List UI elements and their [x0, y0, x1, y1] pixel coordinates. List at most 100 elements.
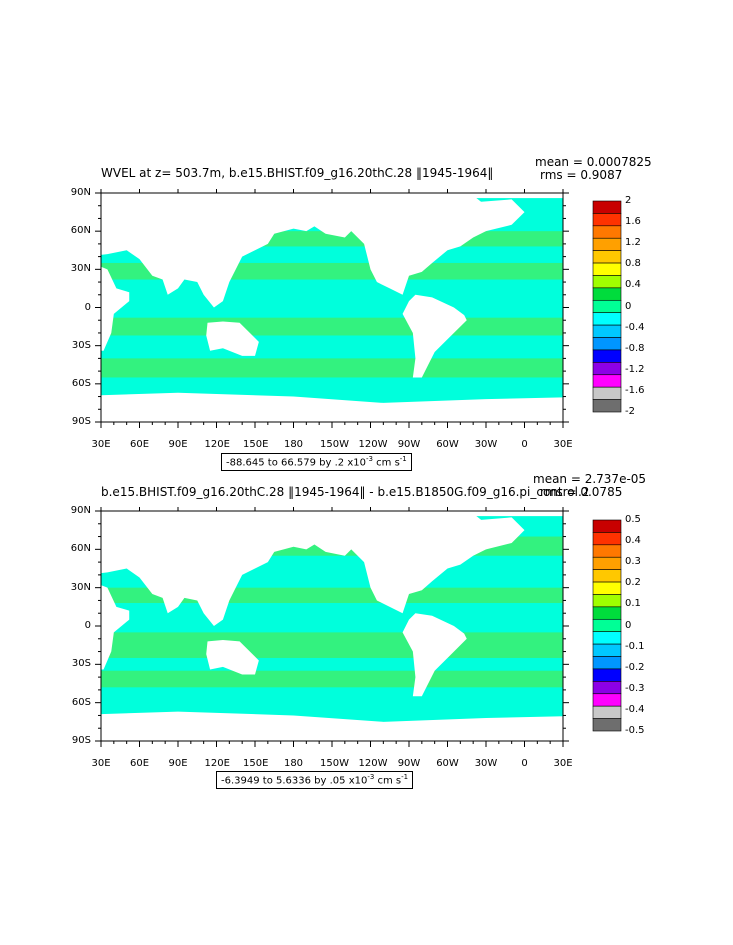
panel1-frame — [100, 192, 564, 423]
panel2-band-0 — [101, 536, 563, 556]
panel1-colorbar-label-9: -1.6 — [625, 384, 645, 396]
panel1-rms: rms = 0.9087 — [540, 168, 623, 182]
panel1-xtick-label-0: 30E — [91, 439, 111, 450]
panel1-colorbar-label-6: -0.4 — [625, 321, 645, 333]
panel2-xtick-label-10: 30W — [474, 758, 498, 769]
panel2-colorbar-swatch-14 — [592, 693, 622, 707]
panel2-colorbar-swatch-12 — [592, 668, 622, 682]
panel1-range-unit: cm s — [372, 457, 400, 469]
panel1-xtick-label-12: 30E — [553, 439, 573, 450]
panel2-colorbar-swatch-9 — [592, 631, 622, 645]
panel1-colorbar-swatch-16 — [592, 399, 622, 413]
panel2-ytick-label-1: 60N — [70, 543, 91, 555]
panel1-title: WVEL at z= 503.7m, b.e15.BHIST.f09_g16.2… — [101, 166, 494, 180]
panel2-xtick-label-2: 90E — [168, 758, 188, 769]
panel2-colorbar-label-5: 0 — [625, 619, 632, 631]
panel2-range-text: -6.3949 to 5.6336 by .05 x10 — [221, 775, 368, 787]
panel1-band-1 — [101, 262, 563, 280]
panel2-xtick-label-8: 90W — [397, 758, 421, 769]
panel2-colorbar-label-3: 0.2 — [625, 577, 641, 589]
panel1-xtick-label-1: 60E — [129, 439, 150, 450]
panel2-ytick-label-0: 90N — [70, 505, 91, 516]
panel1-colorbar-label-8: -1.2 — [625, 363, 645, 375]
panel1-band-0 — [101, 231, 563, 247]
panel1-colorbar-swatch-9 — [592, 312, 622, 326]
panel1-colorbar-swatch-7 — [592, 287, 622, 301]
panel1-colorbar-label-0: 2 — [625, 195, 632, 206]
panel1-land-6 — [101, 392, 563, 422]
panel1-colorbar-swatch-5 — [592, 262, 622, 276]
panel1-ytick-label-4: 30S — [71, 339, 91, 351]
panel2-xtick-label-9: 60W — [436, 758, 459, 769]
panel1-colorbar-swatch-12 — [592, 349, 622, 363]
panel1-colorbar-swatch-2 — [592, 225, 622, 239]
panel1-land-2 — [206, 321, 259, 356]
panel1-ytick-label-6: 90S — [71, 416, 91, 427]
panel1-xtick-label-11: 0 — [521, 439, 528, 450]
panel1-xtick-label-2: 90E — [168, 439, 188, 450]
panel1-ytick-label-1: 60N — [70, 225, 91, 237]
panel1-colorbar-swatch-1 — [592, 213, 622, 227]
panel2-colorbar-swatch-6 — [592, 594, 622, 608]
panel1-xtick-label-10: 30W — [474, 439, 498, 450]
panel2-colorbar-swatch-7 — [592, 606, 622, 620]
panel2-band-1 — [101, 587, 563, 603]
panel2-colorbar-swatch-11 — [592, 656, 622, 670]
panel2-colorbar-label-1: 0.4 — [625, 535, 641, 547]
panel2-title: b.e15.BHIST.f09_g16.20thC.28 ‖1945-1964‖… — [101, 485, 590, 499]
panel2-xtick-label-4: 150E — [243, 758, 269, 769]
panel1-colorbar-label-1: 1.6 — [625, 216, 641, 228]
panel1-contour-range: -88.645 to 66.579 by .2 x10-3 cm s-1 — [221, 453, 412, 472]
panel2-xtick-label-7: 120W — [358, 758, 388, 769]
panel2-colorbar-label-6: -0.1 — [625, 640, 645, 652]
panel2-colorbar-swatch-3 — [592, 556, 622, 570]
panel2-land-5 — [466, 517, 525, 550]
panel1-land-1 — [101, 195, 332, 308]
panel2-band-2 — [101, 632, 563, 658]
panel2-xtick-label-11: 0 — [521, 758, 528, 769]
panel1-xtick-label-3: 120E — [204, 439, 230, 450]
panel2-land-1 — [101, 513, 332, 626]
panel2-range-unit: cm s — [374, 775, 402, 787]
panel2-xtick-label-6: 150W — [320, 758, 349, 769]
panel2-ytick-label-5: 60S — [71, 696, 91, 708]
panel2-colorbar-swatch-10 — [592, 643, 622, 657]
panel1-colorbar-swatch-3 — [592, 237, 622, 251]
panel2-colorbar-swatch-13 — [592, 681, 622, 695]
panel1-colorbar-swatch-11 — [592, 337, 622, 351]
panel2-colorbar-swatch-2 — [592, 544, 622, 558]
panel1-colorbar-swatch-4 — [592, 250, 622, 264]
panel2-colorbar-label-8: -0.3 — [625, 682, 645, 694]
panel1-xtick-label-7: 120W — [358, 439, 388, 450]
panel2-ytick-label-6: 90S — [71, 735, 91, 746]
panel1-colorbar-swatch-13 — [592, 362, 622, 376]
panel1-range-exp: -3 — [365, 455, 373, 463]
panel2-range-exp: -3 — [367, 773, 375, 781]
panel2-mean: mean = 2.737e-05 — [533, 472, 647, 486]
panel1-colorbar-swatch-15 — [592, 386, 622, 400]
panel1-ytick-label-0: 90N — [70, 187, 91, 198]
panel1-xtick-label-5: 180 — [283, 439, 304, 450]
panel1-field — [101, 195, 563, 422]
panel1-ytick-label-2: 30N — [70, 263, 91, 275]
panel2-colorbar-swatch-15 — [592, 705, 622, 719]
panel1-mean: mean = 0.0007825 — [535, 155, 652, 169]
panel2-ytick-label-3: 0 — [84, 620, 91, 631]
panel2-colorbar-label-10: -0.5 — [625, 725, 645, 736]
panel1-ocean — [101, 198, 563, 407]
panel1-colorbar-label-3: 0.8 — [625, 258, 641, 270]
panel2-land-4 — [402, 613, 467, 697]
panel1-colorbar-label-4: 0.4 — [625, 279, 641, 291]
panel2-range-unit-exp: -1 — [401, 773, 409, 781]
panel1-colorbar-label-5: 0 — [625, 300, 632, 312]
panel2-contour-range: -6.3949 to 5.6336 by .05 x10-3 cm s-1 — [216, 771, 414, 790]
panel1-colorbar-swatch-14 — [592, 374, 622, 388]
panel1-xtick-label-9: 60W — [436, 439, 459, 450]
panel2-xtick-label-3: 120E — [204, 758, 230, 769]
panel2-xtick-label-0: 30E — [91, 758, 111, 769]
panel2-band-3 — [101, 670, 563, 688]
panel2-colorbar-swatch-1 — [592, 532, 622, 546]
panel2-colorbar-label-2: 0.3 — [625, 556, 641, 568]
panel1-xtick-label-6: 150W — [320, 439, 349, 450]
panel2-colorbar-swatch-8 — [592, 618, 622, 633]
